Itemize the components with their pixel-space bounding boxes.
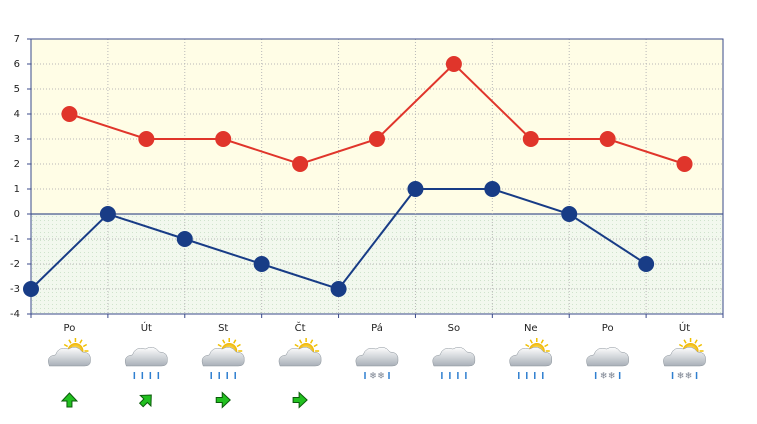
y-tick-label: 5 bbox=[14, 84, 20, 95]
sun-ray bbox=[217, 343, 222, 348]
sun-ray bbox=[82, 343, 88, 348]
cloud bbox=[509, 346, 553, 367]
sun-ray bbox=[233, 339, 237, 344]
sun-ray bbox=[683, 339, 687, 344]
sun-ray bbox=[529, 339, 533, 344]
data-point bbox=[407, 181, 424, 197]
sun-ray bbox=[298, 339, 303, 344]
plot-border bbox=[30, 38, 724, 315]
cloud bbox=[432, 346, 476, 367]
sun-ray bbox=[236, 343, 241, 348]
data-point bbox=[561, 206, 578, 222]
data-point bbox=[522, 131, 539, 147]
y-tick-label: -3 bbox=[10, 284, 20, 295]
wind-arrow bbox=[60, 392, 79, 408]
weather-icon: ❄ ❄ bbox=[355, 346, 399, 382]
weather-icons: ❄ ❄ ❄ ❄ ❄ ❄ bbox=[48, 338, 706, 409]
weather-icon bbox=[278, 338, 322, 367]
data-point bbox=[215, 131, 232, 147]
x-tick-label: St bbox=[218, 323, 228, 334]
grid: -4 -3 -2 -1 0 1 2 3 4 5 6 7 Po Út St Čt Pá So Ne Po Út bbox=[10, 34, 724, 334]
snowflake: ❄ bbox=[600, 372, 608, 382]
x-tick-label: Po bbox=[64, 323, 76, 334]
cloud bbox=[278, 346, 322, 367]
x-tick-label: Út bbox=[141, 321, 152, 334]
data-point bbox=[176, 231, 193, 247]
sun-ray bbox=[678, 343, 684, 348]
weather-icon: ❄ ❄ bbox=[586, 346, 630, 382]
plot-background bbox=[31, 39, 723, 314]
data-point bbox=[369, 131, 385, 147]
y-tick-label: 7 bbox=[14, 34, 20, 45]
sun-ray bbox=[63, 343, 69, 348]
snowflake: ❄ bbox=[369, 372, 377, 382]
data-point bbox=[445, 56, 462, 72]
wind-arrow bbox=[138, 394, 152, 408]
cloud bbox=[201, 346, 245, 367]
sun-ray bbox=[525, 343, 530, 348]
snowflake: ❄ bbox=[677, 372, 685, 382]
data-point bbox=[61, 106, 78, 122]
x-tick-label: Út bbox=[679, 321, 690, 334]
data-point bbox=[676, 156, 693, 172]
sun-ray bbox=[309, 339, 314, 344]
y-tick-label: 3 bbox=[14, 134, 20, 145]
weather-icon bbox=[509, 338, 553, 379]
x-tick-label: Čt bbox=[295, 321, 306, 334]
y-tick-label: 4 bbox=[14, 109, 20, 120]
series bbox=[23, 56, 693, 297]
sun-ray bbox=[222, 339, 226, 344]
data-point bbox=[99, 206, 116, 222]
weather-icon bbox=[201, 338, 245, 379]
data-point bbox=[484, 181, 501, 197]
cloud bbox=[124, 346, 168, 367]
sun-ray bbox=[313, 343, 318, 348]
x-tick-label: So bbox=[448, 323, 460, 334]
sun-ray bbox=[544, 343, 549, 348]
data-point bbox=[330, 281, 347, 297]
data-point bbox=[599, 131, 616, 147]
cloud bbox=[663, 346, 706, 367]
weather-icon bbox=[124, 346, 168, 379]
sun-ray bbox=[697, 343, 703, 348]
warm-zone bbox=[31, 39, 723, 214]
snowflake: ❄ bbox=[685, 372, 693, 382]
sun-ray bbox=[68, 339, 72, 344]
y-tick-label: -1 bbox=[10, 234, 20, 245]
x-tick-label: Po bbox=[602, 323, 614, 334]
weather-icon bbox=[48, 338, 91, 367]
y-tick-label: 2 bbox=[14, 159, 20, 170]
sun-ray bbox=[540, 339, 544, 344]
data-point bbox=[138, 131, 155, 147]
wind-arrow bbox=[292, 391, 308, 409]
sun-ray bbox=[694, 339, 698, 344]
snowflake: ❄ bbox=[608, 372, 616, 382]
data-point bbox=[253, 256, 270, 272]
y-tick-label: 6 bbox=[14, 59, 20, 70]
y-tick-label: -2 bbox=[10, 259, 20, 270]
x-tick-label: Pá bbox=[371, 322, 383, 334]
y-tick-label: -4 bbox=[10, 309, 20, 320]
weather-icon bbox=[432, 346, 476, 379]
cloud bbox=[355, 346, 399, 367]
cloud bbox=[48, 346, 91, 367]
sun-ray bbox=[294, 343, 299, 348]
wind-arrow bbox=[215, 391, 231, 409]
y-tick-label: 0 bbox=[14, 209, 20, 220]
data-point bbox=[23, 281, 39, 297]
data-point bbox=[638, 256, 655, 272]
weather-icon: ❄ ❄ bbox=[663, 338, 706, 382]
data-point bbox=[292, 156, 309, 172]
x-tick-label: Ne bbox=[524, 323, 538, 334]
sun-ray bbox=[79, 339, 83, 344]
cloud bbox=[586, 346, 630, 367]
snowflake: ❄ bbox=[377, 372, 385, 382]
y-tick-label: 1 bbox=[14, 184, 20, 195]
